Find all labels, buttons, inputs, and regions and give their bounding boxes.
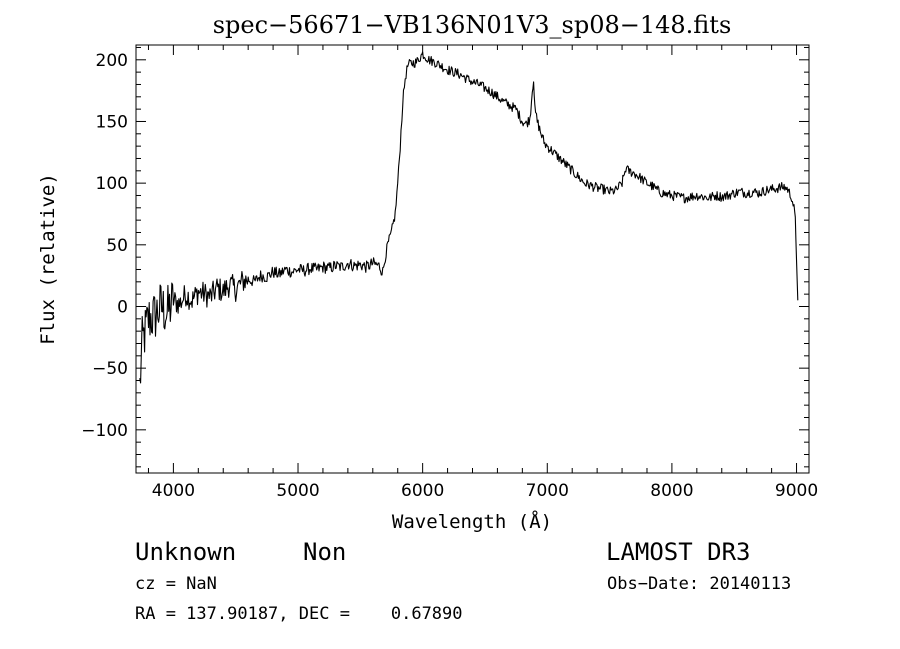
chart-title: spec−56671−VB136N01V3_sp08−148.fits (213, 11, 732, 39)
x-axis-ticks (147, 45, 798, 473)
y-axis-label: Flux (relative) (37, 173, 59, 345)
x-tick-label: 6000 (401, 481, 444, 501)
x-axis-label: Wavelength (Å) (392, 510, 552, 533)
x-tick-label: 9000 (775, 481, 818, 501)
y-tick-label: 50 (106, 236, 128, 256)
y-tick-label: −100 (81, 421, 128, 441)
coordinates: RA = 137.90187, DEC = 0.67890 (135, 604, 463, 624)
x-tick-label: 8000 (650, 481, 693, 501)
obs-date: Obs−Date: 20140113 (607, 574, 791, 594)
object-type: Unknown (135, 538, 236, 566)
y-tick-label: 100 (96, 174, 128, 194)
x-tick-label: 7000 (526, 481, 569, 501)
survey-name: LAMOST DR3 (606, 538, 751, 566)
spectrum-series-line (139, 51, 799, 384)
x-tick-label: 5000 (276, 481, 319, 501)
x-axis-tick-labels: 4000 5000 6000 7000 8000 9000 (152, 481, 818, 501)
y-tick-label: 150 (96, 112, 128, 132)
x-tick-label: 4000 (152, 481, 195, 501)
y-axis-ticks (136, 46, 809, 468)
y-tick-label: −50 (92, 359, 128, 379)
y-axis-tick-labels: 200 150 100 50 0 −50 −100 (81, 51, 128, 441)
redshift-cz: cz = NaN (135, 574, 217, 594)
y-tick-label: 0 (117, 297, 128, 317)
subclass: Non (303, 538, 346, 566)
y-tick-label: 200 (96, 51, 128, 71)
plot-frame (135, 44, 810, 474)
